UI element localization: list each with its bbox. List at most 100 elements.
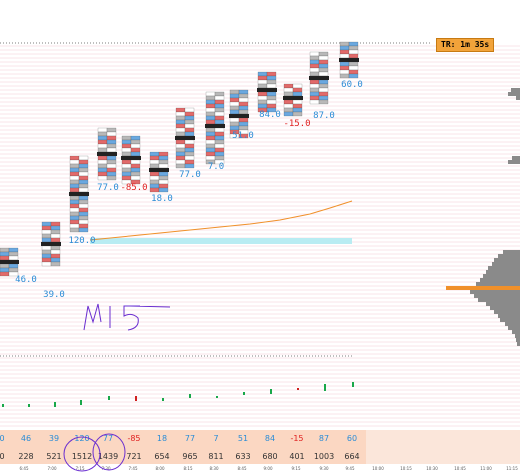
cell-ask [78,171,89,177]
cell-ask [78,155,89,161]
cell-ask [318,63,329,69]
profile-bar [492,262,520,266]
cell-ask [318,51,329,57]
cell-ask [214,139,225,145]
cell-ask [238,97,249,103]
footprint-candle [97,127,117,181]
cell-bid [0,263,10,269]
cell-bid [41,253,52,259]
cell-ask [184,155,195,161]
cell-bid [205,139,216,145]
time-axis-label: 9:15 [291,466,301,471]
footprint-candle [283,83,303,117]
cell-ask [78,195,89,201]
cell-bid [69,223,80,229]
cell-bid [121,159,132,165]
cell-ask [266,75,277,81]
cell-ask [50,225,61,231]
footprint-candle [121,135,141,185]
cell-ask [158,175,169,181]
candle-delta-label: 77.0 [179,170,201,180]
profile-bar [500,318,520,322]
cell-ask [78,175,89,181]
footprint-candle [309,51,329,105]
time-axis-label: 9:00 [263,466,273,471]
cell-ask [184,119,195,125]
cell-bid [69,167,80,173]
cell-bid [309,91,320,97]
poc-cell [149,168,169,172]
cell-ask [318,95,329,101]
cell-ask [292,99,303,105]
cell-ask [238,125,249,131]
candle-delta-label: 18.0 [151,194,173,204]
cell-bid [205,119,216,125]
cell-ask [50,253,61,259]
cell-ask [130,135,141,141]
cell-ask [214,103,225,109]
strip-delta-cell: 77 [184,434,196,443]
profile-bar [508,160,520,164]
footprint-candle [149,151,169,193]
poc-cell [205,124,225,128]
cell-ask [266,95,277,101]
time-axis-label: 10:00 [372,466,384,471]
cell-bid [97,155,108,161]
cell-bid [97,167,108,173]
cell-ask [318,71,329,77]
vwap-line [89,200,353,241]
time-axis-label: 8:30 [209,466,219,471]
cell-bid [69,183,80,189]
cell-bid [309,95,320,101]
cell-ask [50,257,61,263]
candle-delta-label: 7.0 [208,162,224,172]
cell-bid [97,131,108,137]
cell-ask [50,261,61,267]
cell-ask [184,151,195,157]
strip-volume-cell: 664 [344,452,360,461]
cell-ask [78,203,89,209]
time-axis-label: 7:00 [47,466,57,471]
cell-bid [175,127,186,133]
cell-bid [69,211,80,217]
time-axis-label: 11:00 [480,466,492,471]
cell-ask [214,143,225,149]
cell-ask [106,139,117,145]
cell-bid [175,147,186,153]
footprint-candles [0,41,359,277]
cell-bid [205,95,216,101]
cell-bid [205,147,216,153]
time-axis-label: 10:45 [454,466,466,471]
cell-bid [121,175,132,181]
cell-ask [292,103,303,109]
cell-ask [238,117,249,123]
volume-bar [162,398,164,401]
profile-bar [470,290,520,294]
profile-bar [486,270,520,274]
cell-bid [283,87,294,93]
cell-ask [214,127,225,133]
cell-bid [0,251,10,257]
cell-ask [238,121,249,127]
cell-bid [229,121,240,127]
cell-bid [121,171,132,177]
time-axis-label: 7:30 [101,466,111,471]
time-axis-label: 11:15 [506,466,518,471]
strip-delta-cell: 0 [0,434,5,443]
volume-bar [2,404,4,407]
cell-bid [97,159,108,165]
cell-ask [130,151,141,157]
cell-bid [205,115,216,121]
cell-ask [238,101,249,107]
cell-ask [318,59,329,65]
strip-delta-cell: 51 [237,434,249,443]
cell-bid [283,107,294,113]
cell-bid [257,83,268,89]
strip-volume-cell: 965 [182,452,198,461]
time-axis-label: 7:45 [128,466,138,471]
candle-delta-label: 51.0 [232,131,254,141]
cell-ask [266,107,277,113]
cell-ask [318,99,329,105]
